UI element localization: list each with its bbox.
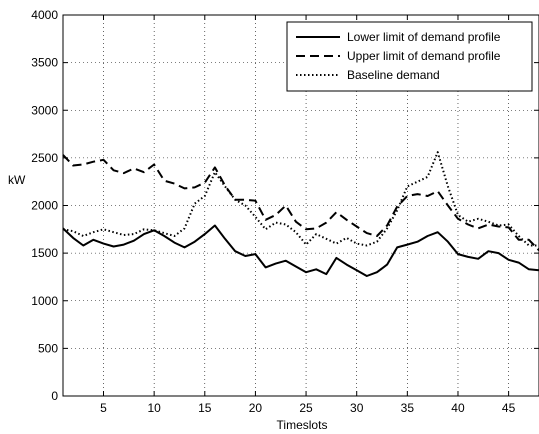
series-lines (62, 151, 539, 277)
y-tick-label: 0 (51, 389, 58, 403)
y-tick-label: 500 (38, 341, 58, 355)
x-tick-label: 15 (198, 401, 212, 415)
legend-label-3: Baseline demand (347, 68, 440, 82)
y-tick-label: 4000 (31, 8, 58, 22)
y-tick-label: 2500 (31, 151, 58, 165)
x-tick-label: 25 (299, 401, 313, 415)
x-tick-label: 45 (502, 401, 516, 415)
y-tick-label: 3500 (31, 56, 58, 70)
y-tick-label: 2000 (31, 199, 58, 213)
y-tick-label: 1000 (31, 294, 58, 308)
series-line-1 (62, 224, 539, 277)
series-line-2 (62, 154, 539, 251)
x-tick-label: 30 (350, 401, 364, 415)
x-tick-label: 40 (451, 401, 465, 415)
y-tick-label: 1500 (31, 246, 58, 260)
x-tick-label: 5 (100, 401, 107, 415)
legend-label-2: Upper limit of demand profile (347, 49, 501, 63)
x-tick-label: 10 (147, 401, 161, 415)
y-tick-label: 3000 (31, 103, 58, 117)
ticks: 0 500 1000 1500 2000 2500 3000 3500 4000 5 10 15 20 2… (31, 8, 539, 415)
legend-label-1: Lower limit of demand profile (347, 30, 501, 44)
legend: Lower limit of demand profile Upper limit… (286, 21, 533, 92)
x-axis-label: Timeslots (277, 418, 328, 432)
x-tick-label: 35 (401, 401, 415, 415)
x-tick-label: 20 (249, 401, 263, 415)
series-line-3 (62, 151, 539, 247)
y-axis-label: kW (8, 173, 26, 187)
